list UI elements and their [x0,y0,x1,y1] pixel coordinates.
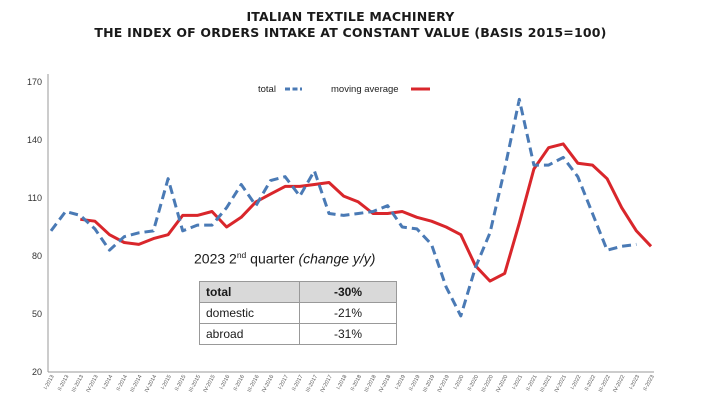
y-tick-label: 50 [32,309,42,319]
table-cell-value: -31% [299,323,397,345]
x-tick-label: I-2019 [394,374,407,391]
y-tick-label: 110 [28,193,42,203]
inset-heading-prefix: 2023 2 [194,250,237,267]
table-row: total -30% [199,281,397,303]
inset-heading-italic: (change y/y) [298,250,376,267]
axes [47,74,654,373]
legend-label-total: total [258,84,276,95]
series-line-total [49,97,637,318]
x-tick-label: I-2017 [277,374,290,391]
table-cell-value: -30% [299,281,397,303]
x-tick-label: III-2014 [130,374,144,393]
series-line-moving-average [80,142,653,283]
table-cell-value: -21% [299,302,397,324]
x-tick-label: I-2022 [570,374,583,391]
table-cell-label: domestic [199,302,300,324]
table-cell-label: total [199,281,300,303]
x-tick-label: I-2023 [629,374,642,391]
table-cell-label: abroad [199,323,300,345]
x-tick-label: II-2017 [291,374,304,392]
x-tick-label: IV-2015 [203,374,217,394]
x-tick-label: II-2013 [57,374,70,392]
x-tick-label: I-2013 [43,374,56,391]
x-tick-labels: I-2013 II-2013 III-2013 IV-2013 I-2014 II-201… [43,374,656,394]
y-tick-labels: 20 50 80 110 140 170 [27,77,42,377]
x-tick-label: II-2020 [467,374,480,392]
x-tick-label: III-2022 [598,374,612,393]
x-tick-label: II-2018 [350,374,363,392]
x-tick-label: III-2019 [422,374,436,393]
x-tick-label: IV-2021 [554,374,568,394]
legend-label-moving-average: moving average [331,84,399,95]
x-tick-label: III-2015 [188,374,202,393]
x-tick-label: IV-2018 [378,374,392,394]
x-tick-label: IV-2022 [612,374,626,394]
x-tick-label: III-2020 [481,374,495,393]
inset-heading-sup: nd [236,250,247,260]
y-tick-label: 80 [32,251,42,261]
x-tick-label: II-2015 [174,374,187,392]
chart-title: ITALIAN TEXTILE MACHINERY [246,9,455,24]
x-tick-label: I-2016 [219,374,232,391]
x-tick-label: I-2020 [453,374,466,391]
chart-subtitle: THE INDEX OF ORDERS INTAKE AT CONSTANT V… [94,25,607,40]
x-tick-label: I-2014 [102,374,115,391]
legend: total moving average [258,84,430,95]
inset-heading: 2023 2nd quarter (change y/y) [194,250,375,267]
y-tick-label: 140 [27,135,42,145]
x-tick-label: II-2021 [525,374,538,392]
x-tick-label: II-2019 [408,374,421,392]
x-tick-label: III-2017 [305,374,319,393]
series-lines [49,97,653,318]
x-tick-label: II-2022 [584,374,597,392]
x-tick-label: IV-2016 [261,374,275,394]
inset-heading-mid: quarter [246,250,299,267]
x-tick-label: III-2018 [364,374,378,393]
x-tick-label: IV-2019 [437,374,451,394]
x-tick-label: III-2021 [539,374,553,393]
y-tick-label: 170 [27,77,42,87]
change-table: total -30% domestic -21% abroad -31% [199,281,397,345]
x-tick-label: I-2021 [511,374,524,391]
x-tick-label: III-2016 [247,374,261,393]
table-row: domestic -21% [199,302,397,324]
x-tick-label: III-2013 [71,374,85,393]
x-tick-label: IV-2013 [85,374,99,394]
x-tick-label: II-2023 [642,374,655,392]
table-row: abroad -31% [199,323,397,345]
x-tick-label: IV-2017 [320,374,334,394]
x-tick-label: IV-2014 [144,374,158,394]
x-tick-label: IV-2020 [495,374,509,394]
x-tick-label: I-2015 [160,374,173,391]
x-tick-label: II-2014 [116,374,129,392]
x-tick-label: II-2016 [233,374,246,392]
x-tick-label: I-2018 [336,374,349,391]
y-tick-label: 20 [32,367,42,377]
